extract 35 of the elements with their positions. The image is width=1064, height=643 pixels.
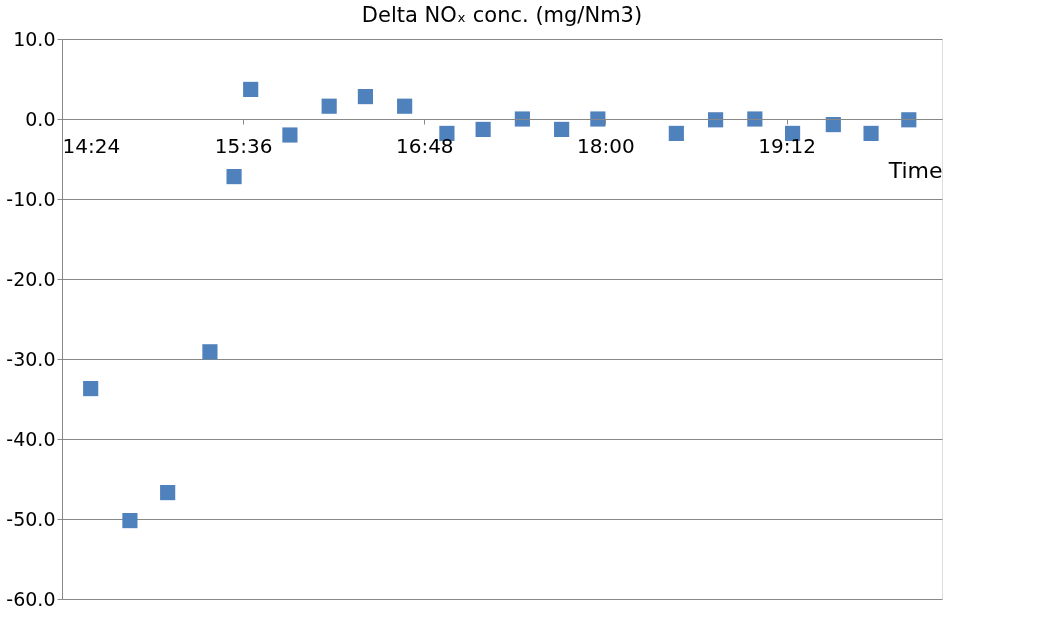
x-axis-title: Time bbox=[887, 157, 943, 183]
y-tick-label: 0.0 bbox=[25, 107, 56, 130]
point bbox=[514, 111, 530, 127]
point bbox=[282, 127, 298, 143]
point bbox=[397, 98, 413, 114]
point bbox=[122, 513, 138, 529]
x-tick-label: 15:36 bbox=[214, 133, 273, 158]
y-tick-label: -60.0 bbox=[6, 587, 56, 610]
x-tick-label: 14:24 bbox=[62, 133, 121, 158]
point bbox=[243, 81, 259, 97]
point bbox=[83, 381, 99, 397]
point bbox=[668, 125, 684, 141]
point bbox=[226, 169, 242, 185]
chart-title: Delta NOₓ conc. (mg/Nm3) bbox=[361, 3, 643, 27]
point bbox=[863, 125, 879, 141]
point bbox=[708, 112, 724, 128]
y-tick-label: -10.0 bbox=[6, 187, 56, 210]
y-tick-label: -50.0 bbox=[6, 507, 56, 530]
point bbox=[160, 485, 176, 501]
point bbox=[357, 89, 373, 105]
y-tick-label: 10.0 bbox=[13, 27, 56, 50]
point bbox=[321, 98, 337, 114]
point bbox=[747, 111, 763, 127]
x-tick-label: 18:00 bbox=[577, 133, 635, 158]
y-tick-label: -20.0 bbox=[6, 267, 56, 290]
point bbox=[901, 112, 917, 128]
point bbox=[475, 121, 491, 137]
point bbox=[554, 121, 570, 137]
point bbox=[825, 117, 841, 133]
y-tick-label: -30.0 bbox=[6, 347, 56, 370]
point bbox=[202, 344, 218, 360]
y-tick-label: -40.0 bbox=[6, 427, 56, 450]
x-tick-label: 19:12 bbox=[758, 133, 816, 158]
point bbox=[590, 111, 606, 127]
x-tick-label: 16:48 bbox=[395, 133, 454, 158]
